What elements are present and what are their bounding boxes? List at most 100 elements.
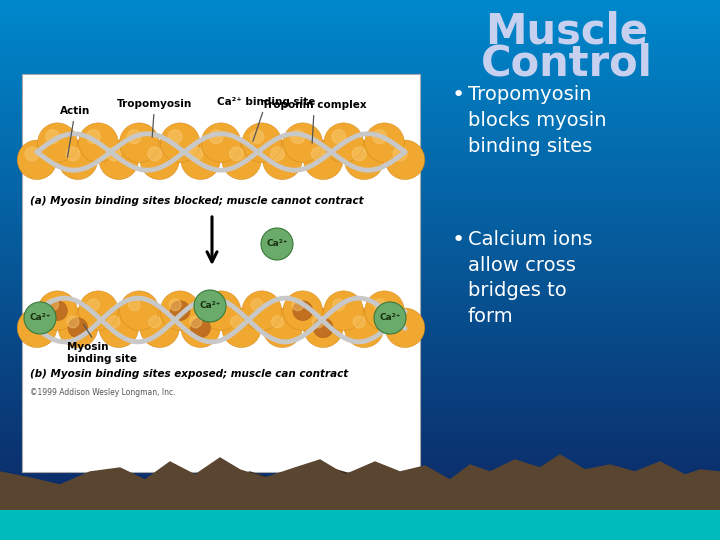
Bar: [0, 56, 720, 59]
Circle shape: [291, 130, 305, 144]
Bar: [0, 471, 720, 475]
Bar: [0, 204, 720, 208]
Circle shape: [140, 140, 179, 180]
Bar: [0, 461, 720, 464]
Circle shape: [242, 291, 282, 330]
Bar: [0, 96, 720, 100]
Bar: [0, 347, 720, 351]
Bar: [0, 237, 720, 240]
Bar: [0, 88, 720, 92]
Bar: [0, 172, 720, 176]
Bar: [0, 164, 720, 167]
Circle shape: [324, 123, 364, 163]
Circle shape: [68, 318, 88, 338]
Circle shape: [17, 308, 57, 348]
Bar: [0, 396, 720, 400]
Bar: [0, 374, 720, 378]
Circle shape: [210, 299, 222, 310]
Bar: [0, 247, 720, 251]
Circle shape: [170, 301, 190, 321]
Bar: [0, 234, 720, 238]
Bar: [0, 64, 720, 68]
Bar: [0, 210, 720, 213]
Bar: [0, 517, 720, 521]
Bar: [0, 393, 720, 397]
Bar: [0, 390, 720, 394]
Text: Control: Control: [481, 43, 653, 85]
Bar: [0, 342, 720, 346]
Bar: [0, 291, 720, 294]
Bar: [0, 102, 720, 105]
Bar: [0, 75, 720, 78]
Bar: [0, 444, 720, 448]
Circle shape: [161, 123, 200, 163]
Bar: [0, 439, 720, 443]
Bar: [0, 326, 720, 329]
Bar: [0, 453, 720, 456]
Circle shape: [250, 130, 264, 144]
Text: Calcium ions
allow cross
bridges to
form: Calcium ions allow cross bridges to form: [468, 230, 593, 326]
Circle shape: [128, 299, 140, 310]
Bar: [0, 255, 720, 259]
Bar: [0, 118, 720, 122]
Text: Muscle: Muscle: [485, 10, 649, 52]
Bar: [0, 534, 720, 537]
Bar: [0, 307, 720, 310]
Bar: [0, 72, 720, 76]
Bar: [0, 501, 720, 505]
Text: ©1999 Addison Wesley Longman, Inc.: ©1999 Addison Wesley Longman, Inc.: [30, 388, 176, 397]
Bar: [0, 191, 720, 194]
Circle shape: [230, 147, 243, 161]
Circle shape: [78, 123, 118, 163]
Bar: [0, 258, 720, 262]
Circle shape: [333, 299, 345, 310]
Bar: [0, 21, 720, 24]
Circle shape: [86, 130, 100, 144]
Bar: [0, 145, 720, 148]
Bar: [0, 37, 720, 40]
Bar: [0, 69, 720, 73]
Bar: [0, 493, 720, 497]
Bar: [0, 272, 720, 275]
Bar: [0, 131, 720, 135]
Bar: [0, 39, 720, 43]
Bar: [0, 488, 720, 491]
Bar: [0, 58, 720, 62]
Circle shape: [209, 130, 223, 144]
Circle shape: [303, 140, 343, 180]
Bar: [0, 223, 720, 227]
Circle shape: [292, 299, 304, 310]
Bar: [0, 166, 720, 170]
Text: Tropomyosin: Tropomyosin: [117, 99, 192, 137]
Bar: [0, 174, 720, 178]
Bar: [0, 18, 720, 22]
Circle shape: [283, 123, 323, 163]
Bar: [0, 77, 720, 81]
Circle shape: [168, 130, 182, 144]
Bar: [0, 428, 720, 432]
Bar: [0, 277, 720, 281]
Bar: [0, 485, 720, 489]
Bar: [0, 139, 720, 143]
Circle shape: [202, 291, 240, 330]
Circle shape: [161, 291, 200, 330]
Bar: [0, 312, 720, 316]
Circle shape: [189, 316, 202, 328]
Circle shape: [37, 291, 77, 330]
Bar: [0, 450, 720, 454]
Circle shape: [303, 308, 343, 348]
Circle shape: [374, 299, 385, 310]
Circle shape: [311, 147, 325, 161]
Bar: [0, 91, 720, 94]
Circle shape: [108, 316, 120, 328]
Bar: [0, 474, 720, 478]
Bar: [0, 158, 720, 162]
Text: Troponin complex: Troponin complex: [262, 100, 366, 143]
Text: (b) Myosin binding sites exposed; muscle can contract: (b) Myosin binding sites exposed; muscle…: [30, 369, 348, 379]
Bar: [0, 509, 720, 513]
Bar: [0, 301, 720, 305]
Circle shape: [312, 316, 324, 328]
Bar: [0, 2, 720, 5]
Bar: [0, 409, 720, 413]
Bar: [0, 150, 720, 154]
